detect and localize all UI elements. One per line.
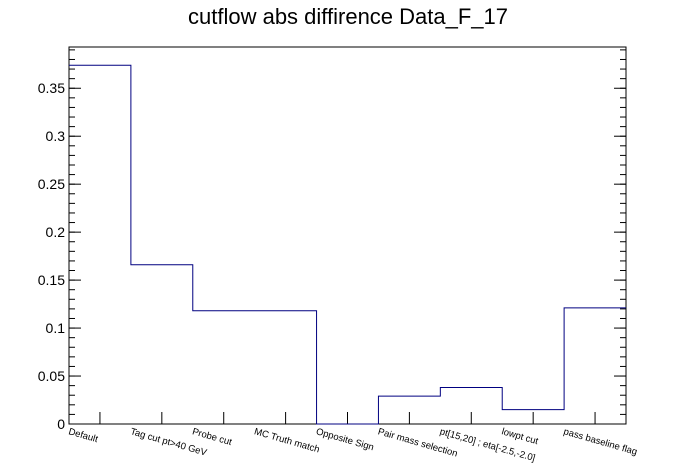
y-tick-label: 0.3 — [46, 128, 66, 144]
axes — [68, 46, 627, 425]
chart-title: cutflow abs diffirence Data_F_17 — [188, 4, 508, 29]
y-tick-label: 0.35 — [38, 80, 65, 96]
y-tick-label: 0 — [57, 416, 65, 432]
ticks — [69, 49, 626, 425]
histogram-series-line — [69, 64, 626, 425]
y-tick-label: 0.15 — [38, 272, 65, 288]
y-tick-label: 0.2 — [46, 224, 66, 240]
y-tick-label: 0.1 — [46, 320, 66, 336]
y-tick-label: 0.05 — [38, 368, 65, 384]
x-category-label: MC Truth match — [253, 426, 321, 455]
y-tick-label: 0.25 — [38, 176, 65, 192]
x-category-label: Default — [67, 426, 99, 445]
x-category-label: pass baseline flag — [562, 426, 638, 458]
x-category-label: Opposite Sign — [315, 426, 375, 453]
plot-frame — [68, 46, 627, 425]
